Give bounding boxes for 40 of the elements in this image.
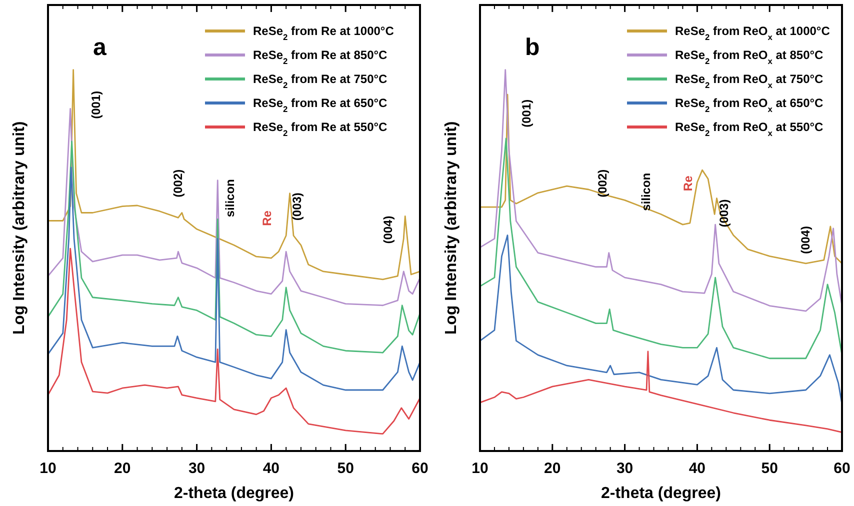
x-tick-label: 20 xyxy=(114,460,131,477)
annotation: (004) xyxy=(381,216,396,244)
x-axis-title: 2-theta (degree) xyxy=(174,485,294,502)
annotation: silicon xyxy=(223,179,237,218)
x-tick-label: 30 xyxy=(616,460,634,477)
annotation: (001) xyxy=(520,99,534,128)
x-tick-label: 30 xyxy=(188,460,206,477)
annotation: (004) xyxy=(798,226,812,254)
legend-label: ReSe$_{2}$ from ReO$_{x}$ at 1000°C xyxy=(675,24,830,42)
annotation: (003) xyxy=(716,199,731,228)
chart-title: a xyxy=(93,34,107,61)
legend-label: ReSe$_{2}$ from ReO$_{x}$ at 850°C xyxy=(675,48,824,66)
annotation: (002) xyxy=(170,169,185,198)
x-tick-label: 10 xyxy=(472,460,488,477)
legend-label: ReSe$_{2}$ from Re at 650°C xyxy=(253,96,388,114)
y-axis-title: Log Intensity (arbitrary unit) xyxy=(11,121,28,335)
x-tick-label: 40 xyxy=(262,460,280,477)
legend-label: ReSe$_{2}$ from Re at 1000°C xyxy=(253,24,394,42)
x-tick-label: 60 xyxy=(834,460,850,477)
y-axis-title: Log Intensity (arbitrary unit) xyxy=(443,121,460,335)
annotation: (002) xyxy=(596,169,610,198)
x-tick-label: 40 xyxy=(688,460,706,477)
x-tick-label: 10 xyxy=(40,460,56,477)
legend-label: ReSe$_{2}$ from Re at 550°C xyxy=(253,120,388,138)
annotation: (003) xyxy=(290,192,304,221)
legend-label: ReSe$_{2}$ from ReO$_{x}$ at 750°C xyxy=(675,72,824,90)
legend-label: ReSe$_{2}$ from ReO$_{x}$ at 550°C xyxy=(675,120,824,138)
legend-label: ReSe$_{2}$ from Re at 850°C xyxy=(253,48,388,66)
x-axis-title: 2-theta (degree) xyxy=(600,485,722,502)
x-tick-label: 50 xyxy=(337,460,354,477)
chart-title: b xyxy=(525,34,540,61)
annotation: (001) xyxy=(89,90,104,119)
legend-label: ReSe$_{2}$ from Re at 750°C xyxy=(253,72,388,90)
x-tick-label: 50 xyxy=(761,460,778,477)
legend-label: ReSe$_{2}$ from ReO$_{x}$ at 650°C xyxy=(675,96,824,114)
annotation: Re xyxy=(260,210,274,226)
annotation: Re xyxy=(680,175,695,192)
annotation: silicon xyxy=(639,172,654,211)
x-tick-label: 20 xyxy=(544,460,561,477)
x-tick-label: 60 xyxy=(412,460,428,477)
